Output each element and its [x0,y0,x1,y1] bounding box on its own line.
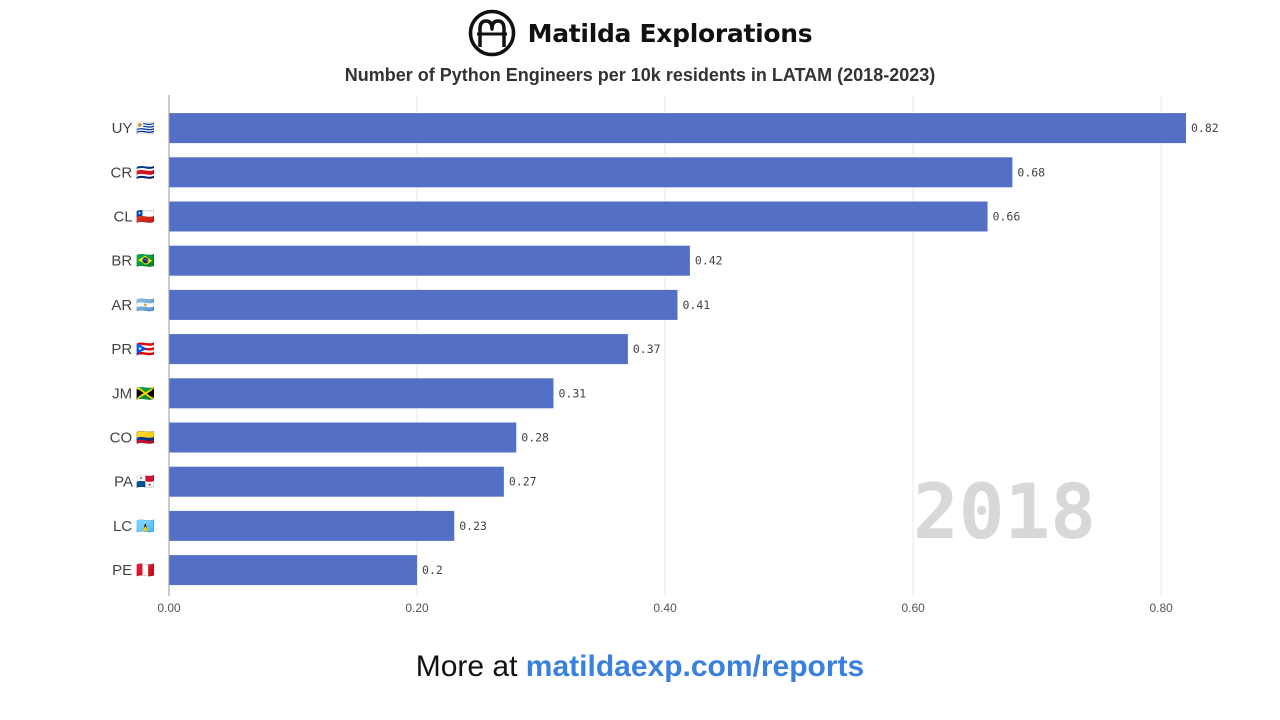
x-tick-label: 0.20 [405,601,429,615]
bar-co [169,422,517,453]
brand-name: Matilda Explorations [527,18,813,48]
category-label: CL 🇨🇱 [114,209,156,226]
footer: More at matildaexp.com/reports [0,650,1280,684]
x-tick-label: 0.60 [901,601,925,615]
value-label: 0.37 [633,342,661,356]
bar-lc [169,510,455,541]
x-tick-label: 0.00 [157,601,181,615]
category-label: CO 🇨🇴 [110,430,156,447]
value-label: 0.82 [1191,121,1219,135]
category-label: PA 🇵🇦 [114,474,155,491]
category-label: LC 🇱🇨 [113,518,155,535]
bar-br [169,245,690,276]
bar-ar [169,289,678,320]
value-label: 0.31 [558,386,586,400]
bar-pa [169,466,504,497]
value-label: 0.68 [1017,165,1045,179]
category-label: PR 🇵🇷 [111,341,155,358]
bar-chart: 2018 0.00 0.20 0.40 0.60 0.80 0.82 UY 🇺🇾 0.68 CR… [110,95,1219,615]
bar-cr [169,157,1013,188]
bar-cl [169,201,988,232]
value-label: 0.28 [521,431,549,445]
bar-uy [169,113,1186,144]
category-label: CR 🇨🇷 [110,164,155,181]
category-label: PE 🇵🇪 [112,562,155,579]
x-tick-label: 0.40 [653,601,677,615]
brand-header: Matilda Explorations [0,8,1280,58]
chart-title: Number of Python Engineers per 10k resid… [344,65,936,85]
category-label: AR 🇦🇷 [111,297,155,314]
year-watermark: 2018 [913,467,1096,556]
bar-pr [169,334,628,365]
footer-text: More at [415,650,526,683]
value-label: 0.66 [993,210,1021,224]
category-label: JM 🇯🇲 [112,385,155,402]
value-label: 0.23 [459,519,487,533]
bar-jm [169,378,554,409]
value-label: 0.42 [695,254,723,268]
value-label: 0.27 [509,475,537,489]
matilda-logo-icon [468,9,515,57]
reports-link[interactable]: matildaexp.com/reports [525,650,865,683]
value-label: 0.41 [683,298,711,312]
bar-pe [169,555,418,586]
category-label: BR 🇧🇷 [111,253,155,270]
category-label: UY 🇺🇾 [112,120,156,137]
x-tick-label: 0.80 [1150,601,1174,615]
value-label: 0.2 [422,563,443,577]
